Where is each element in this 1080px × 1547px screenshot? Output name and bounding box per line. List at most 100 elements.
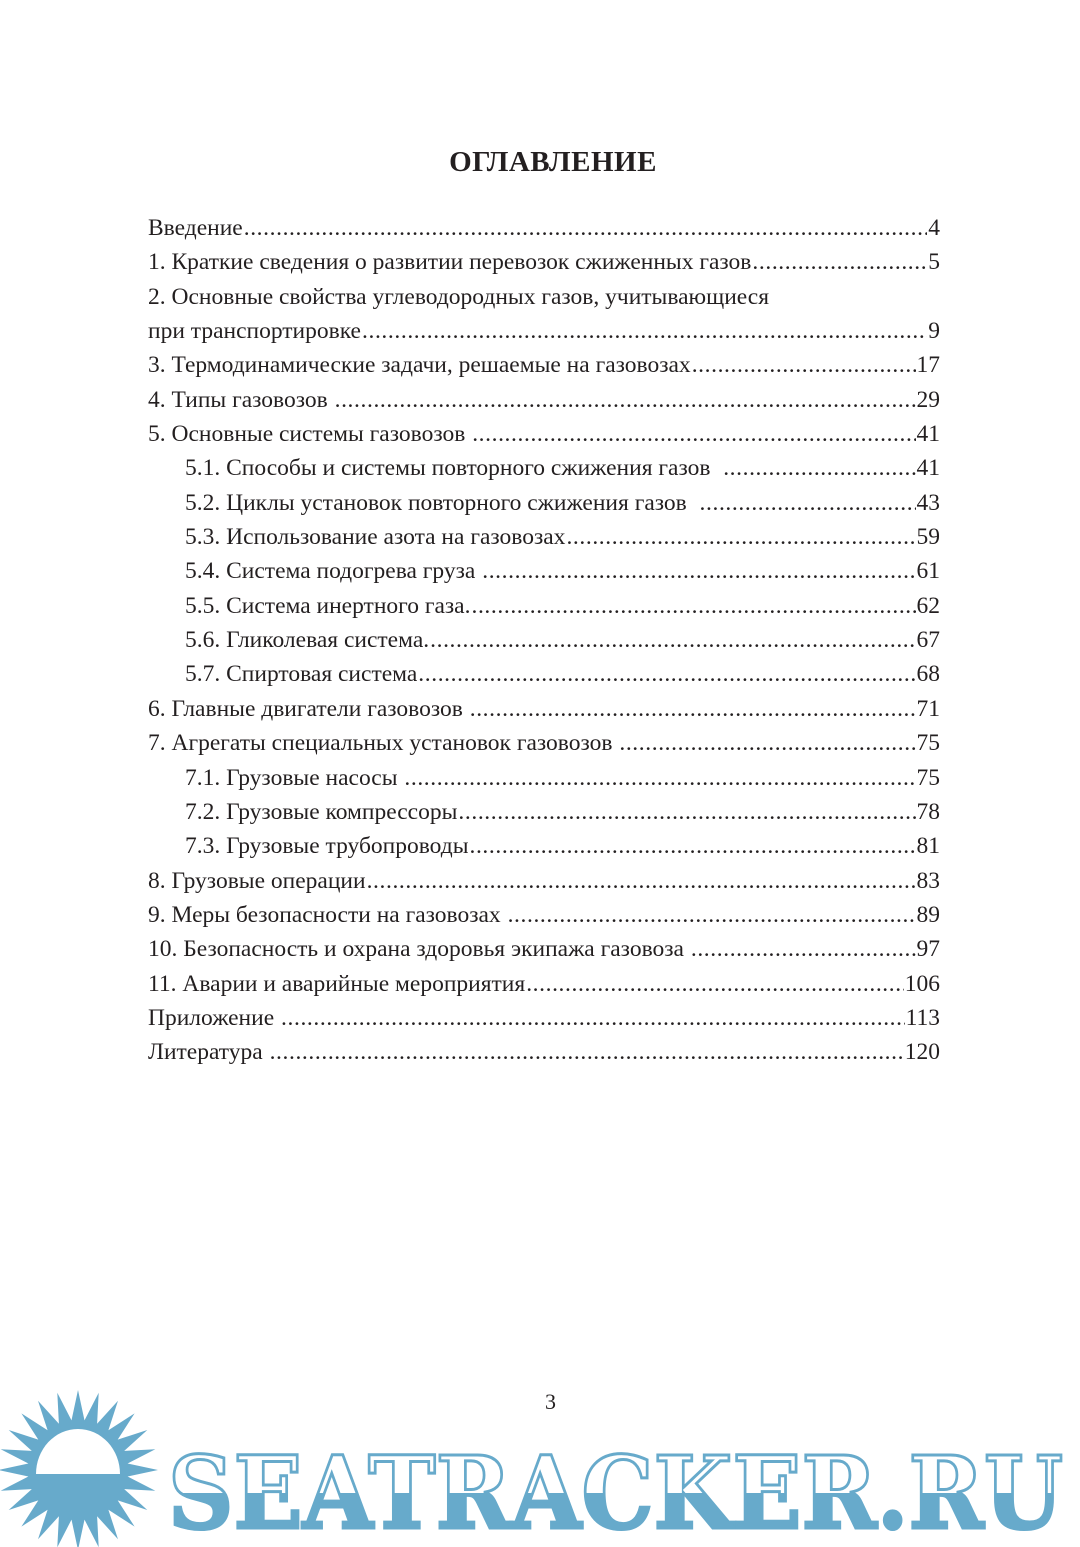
toc-entry[interactable]: 5.7. Спиртовая система 68 bbox=[148, 657, 940, 691]
toc-entry-label: 3. Термодинамические задачи, решаемые на… bbox=[148, 352, 691, 379]
toc-entry-label: 6. Главные двигатели газовозов bbox=[148, 695, 469, 722]
toc-entry-label: 5.7. Спиртовая система bbox=[185, 661, 418, 688]
toc-entry[interactable]: 7.3. Грузовые трубопроводы 81 bbox=[148, 829, 940, 863]
toc-entry[interactable]: при транспортировке 9 bbox=[148, 314, 940, 348]
toc-entry-page: 75 bbox=[916, 764, 941, 791]
toc-entry[interactable]: 7.2. Грузовые компрессоры 78 bbox=[148, 795, 940, 829]
toc-entry-label: 5.4. Система подогрева груза bbox=[185, 558, 482, 585]
toc-entry-label: 9. Меры безопасности на газовозах bbox=[148, 901, 507, 928]
toc-entry-page: 41 bbox=[916, 421, 941, 448]
toc-entry-label: при транспортировке bbox=[148, 318, 361, 345]
leader-dots bbox=[335, 383, 916, 417]
leader-dots bbox=[362, 314, 927, 348]
toc-entry[interactable]: 5.4. Система подогрева груза 61 bbox=[148, 554, 940, 588]
leader-dots bbox=[418, 657, 915, 691]
toc-entry-page: 17 bbox=[916, 352, 941, 379]
leader-dots bbox=[469, 829, 915, 863]
toc-entry-label: 7.3. Грузовые трубопроводы bbox=[185, 833, 469, 860]
toc-entry-page: 61 bbox=[916, 558, 941, 585]
leader-dots bbox=[723, 451, 915, 485]
toc-entry[interactable]: Приложение 113 bbox=[148, 1001, 940, 1035]
leader-dots bbox=[691, 932, 916, 966]
toc-entry[interactable]: Литература 120 bbox=[148, 1035, 940, 1069]
toc-entry-label: 5.3. Использование азота на газовозах bbox=[185, 524, 566, 551]
leader-dots bbox=[692, 348, 916, 382]
leader-dots bbox=[526, 967, 904, 1001]
toc-entry-label: 8. Грузовые операции bbox=[148, 867, 366, 894]
leader-dots bbox=[566, 520, 915, 554]
toc-entry-label: 4. Типы газовозов bbox=[148, 386, 334, 413]
toc-entry-label: 5.5. Система инертного газа. bbox=[185, 592, 471, 619]
toc-entry[interactable]: 3. Термодинамические задачи, решаемые на… bbox=[148, 348, 940, 382]
toc-entry-label: 7. Агрегаты специальных установок газово… bbox=[148, 730, 619, 757]
toc-entry[interactable]: 2. Основные свойства углеводородных газо… bbox=[148, 280, 940, 314]
toc-entry-label: 1. Краткие сведения о развитии перевозок… bbox=[148, 249, 752, 276]
toc-entry-label: Литература bbox=[148, 1039, 269, 1066]
toc-entry-label: 7.2. Грузовые компрессоры bbox=[185, 798, 458, 825]
toc-entry-page: 83 bbox=[916, 867, 941, 894]
toc-entry[interactable]: 1. Краткие сведения о развитии перевозок… bbox=[148, 245, 940, 279]
toc-entry[interactable]: 5.6. Гликолевая система. 67 bbox=[148, 623, 940, 657]
toc-entry-label: 5.2. Циклы установок повторного сжижения… bbox=[185, 489, 699, 516]
sun-icon bbox=[0, 1390, 158, 1547]
toc-entry-page: 68 bbox=[916, 661, 941, 688]
leader-dots bbox=[244, 211, 928, 245]
toc-entry[interactable]: 5.3. Использование азота на газовозах 59 bbox=[148, 520, 940, 554]
toc-entry-label: Введение bbox=[148, 215, 243, 241]
toc-entry[interactable]: 5. Основные системы газовозов 41 bbox=[148, 417, 940, 451]
toc-entry[interactable]: 5.5. Система инертного газа. 62 bbox=[148, 589, 940, 623]
toc-entry[interactable]: 11. Аварии и аварийные мероприятия 106 bbox=[148, 967, 940, 1001]
toc-entry-page: 78 bbox=[916, 798, 941, 825]
leader-dots bbox=[470, 692, 916, 726]
toc-entry[interactable]: 9. Меры безопасности на газовозах 89 bbox=[148, 898, 940, 932]
toc-entry-page: 120 bbox=[904, 1039, 940, 1066]
leader-dots bbox=[270, 1035, 904, 1069]
toc-entry-label: 10. Безопасность и охрана здоровья экипа… bbox=[148, 936, 690, 963]
leader-dots bbox=[508, 898, 916, 932]
page-number: 3 bbox=[545, 1389, 556, 1414]
leader-dots bbox=[472, 417, 915, 451]
toc-entry-page: 75 bbox=[916, 730, 941, 757]
leader-dots bbox=[619, 726, 915, 760]
toc-entry[interactable]: Введение 4 bbox=[148, 211, 940, 245]
watermark-logo: SEATRACKER.RU bbox=[0, 1390, 1065, 1547]
toc-entry[interactable]: 7. Агрегаты специальных установок газово… bbox=[148, 726, 940, 760]
toc-entry-page: 43 bbox=[916, 489, 941, 516]
toc-entry-label: 5. Основные системы газовозов bbox=[148, 421, 472, 448]
toc-entry-page: 81 bbox=[916, 833, 941, 860]
toc-entry[interactable]: 7.1. Грузовые насосы 75 bbox=[148, 761, 940, 795]
toc-entry-label: Приложение bbox=[148, 1004, 281, 1031]
leader-dots bbox=[482, 554, 915, 588]
toc-entry-page: 5 bbox=[928, 249, 940, 276]
page-title: ОГЛАВЛЕНИЕ bbox=[449, 146, 657, 178]
toc-entry-page: 4 bbox=[928, 215, 940, 241]
toc-entry-label: 5.6. Гликолевая система. bbox=[185, 627, 430, 654]
leader-dots bbox=[471, 589, 915, 623]
leader-dots bbox=[367, 864, 916, 898]
toc-entry[interactable]: 6. Главные двигатели газовозов 71 bbox=[148, 692, 940, 726]
toc-entry[interactable]: 10. Безопасность и охрана здоровья экипа… bbox=[148, 932, 940, 966]
toc-entry-page: 41 bbox=[916, 455, 941, 482]
sun-dome bbox=[36, 1429, 120, 1474]
toc-entry-page: 62 bbox=[916, 592, 941, 619]
toc-entry[interactable]: 5.1. Способы и системы повторного сжижен… bbox=[148, 451, 940, 485]
leader-dots bbox=[700, 486, 916, 520]
table-of-contents: Введение 4 1. Краткие сведения о развитии … bbox=[148, 211, 940, 1070]
toc-entry-page: 106 bbox=[904, 970, 940, 997]
leader-dots bbox=[430, 623, 915, 657]
toc-entry-page: 113 bbox=[905, 1004, 940, 1031]
toc-entry-page: 89 bbox=[916, 901, 941, 928]
toc-entry-page: 59 bbox=[916, 524, 941, 551]
toc-entry-page: 29 bbox=[916, 386, 941, 413]
toc-entry[interactable]: 4. Типы газовозов 29 bbox=[148, 383, 940, 417]
toc-entry[interactable]: 8. Грузовые операции 83 bbox=[148, 864, 940, 898]
toc-entry-page: 67 bbox=[916, 627, 941, 654]
toc-entry-page: 71 bbox=[916, 695, 941, 722]
toc-entry-label: 5.1. Способы и системы повторного сжижен… bbox=[185, 455, 723, 482]
toc-entry-label: 7.1. Грузовые насосы bbox=[185, 764, 404, 791]
toc-entry-page: 97 bbox=[916, 936, 941, 963]
leader-dots bbox=[404, 761, 915, 795]
watermark-text: SEATRACKER.RU bbox=[168, 1434, 1063, 1547]
toc-entry-label: 11. Аварии и аварийные мероприятия bbox=[148, 970, 526, 997]
toc-entry[interactable]: 5.2. Циклы установок повторного сжижения… bbox=[148, 486, 940, 520]
